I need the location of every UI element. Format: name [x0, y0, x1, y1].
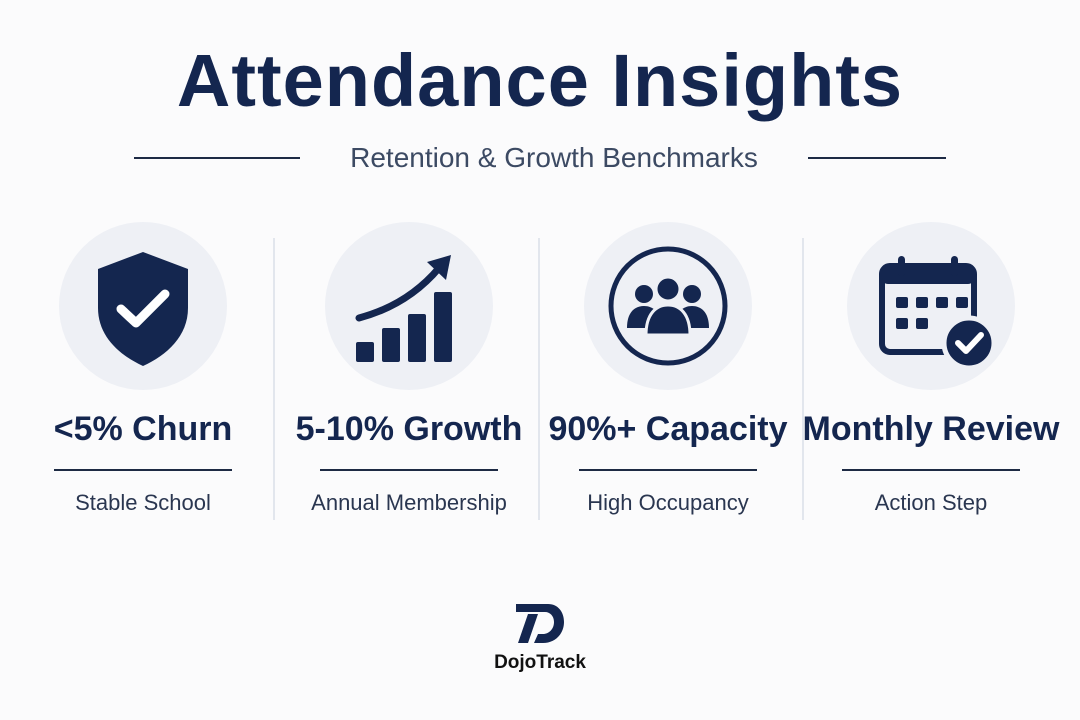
brand-name: DojoTrack: [494, 652, 586, 673]
metric-card-growth: 5-10% Growth Annual Membership: [276, 222, 542, 522]
metric-card-review: Monthly Review Action Step: [798, 222, 1064, 522]
calendar-check-icon: [879, 256, 997, 371]
page-subtitle: Retention & Growth Benchmarks: [350, 142, 758, 173]
metric-caption: Action Step: [874, 490, 988, 515]
metric-value: 5-10% Growth: [295, 410, 523, 448]
icon-circle: [584, 222, 752, 390]
metric-card-churn: <5% Churn Stable School: [10, 222, 276, 522]
page-title: Attendance Insights: [176, 39, 904, 122]
subtitle-rule-left: [134, 157, 300, 159]
dojotrack-logo-icon: [516, 604, 564, 643]
icon-circle: [59, 222, 227, 390]
metric-underline: [320, 469, 498, 471]
metric-caption: Annual Membership: [311, 490, 507, 515]
metric-underline: [579, 469, 757, 471]
metric-value: Monthly Review: [802, 410, 1060, 448]
metric-value: 90%+ Capacity: [548, 410, 788, 448]
subtitle-row: Retention & Growth Benchmarks: [0, 138, 1080, 178]
metric-caption: Stable School: [75, 490, 211, 515]
shield-check-icon: [98, 252, 188, 366]
brand-block: DojoTrack: [0, 600, 1080, 680]
metric-caption: High Occupancy: [587, 490, 749, 515]
column-divider: [538, 238, 540, 520]
icon-circle: [325, 222, 493, 390]
metric-underline: [842, 469, 1020, 471]
metric-card-capacity: 90%+ Capacity High Occupancy: [535, 222, 801, 522]
column-divider: [273, 238, 275, 520]
growth-chart-icon: [355, 255, 452, 362]
subtitle-rule-right: [808, 157, 946, 159]
metric-underline: [54, 469, 232, 471]
icon-circle: [847, 222, 1015, 390]
column-divider: [802, 238, 804, 520]
group-icon: [608, 246, 728, 366]
metric-value: <5% Churn: [53, 410, 233, 448]
